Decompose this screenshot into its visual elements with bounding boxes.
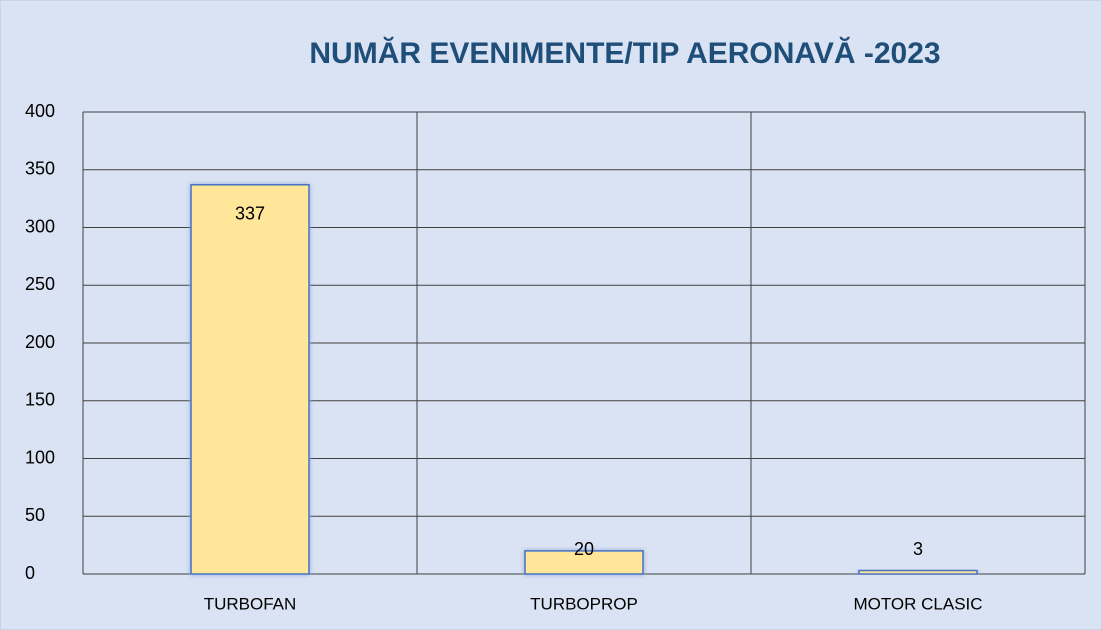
y-tick-label: 200 xyxy=(25,332,55,352)
bar xyxy=(858,569,978,575)
bar xyxy=(524,550,644,575)
x-tick-label: MOTOR CLASIC xyxy=(853,594,982,613)
chart-title: NUMĂR EVENIMENTE/TIP AERONAVĂ -2023 xyxy=(309,36,940,70)
bar xyxy=(190,184,310,575)
x-tick-label: TURBOPROP xyxy=(530,594,638,613)
y-tick-label: 250 xyxy=(25,274,55,294)
y-tick-label: 0 xyxy=(25,563,35,583)
data-label: 20 xyxy=(574,539,594,559)
data-label: 337 xyxy=(235,204,265,224)
y-tick-label: 350 xyxy=(25,159,55,179)
y-tick-label: 150 xyxy=(25,390,55,410)
x-tick-label: TURBOFAN xyxy=(204,594,297,613)
y-tick-label: 100 xyxy=(25,447,55,467)
y-tick-label: 400 xyxy=(25,101,55,121)
y-tick-label: 300 xyxy=(25,216,55,236)
y-tick-label: 50 xyxy=(25,505,45,525)
data-label: 3 xyxy=(913,539,923,559)
